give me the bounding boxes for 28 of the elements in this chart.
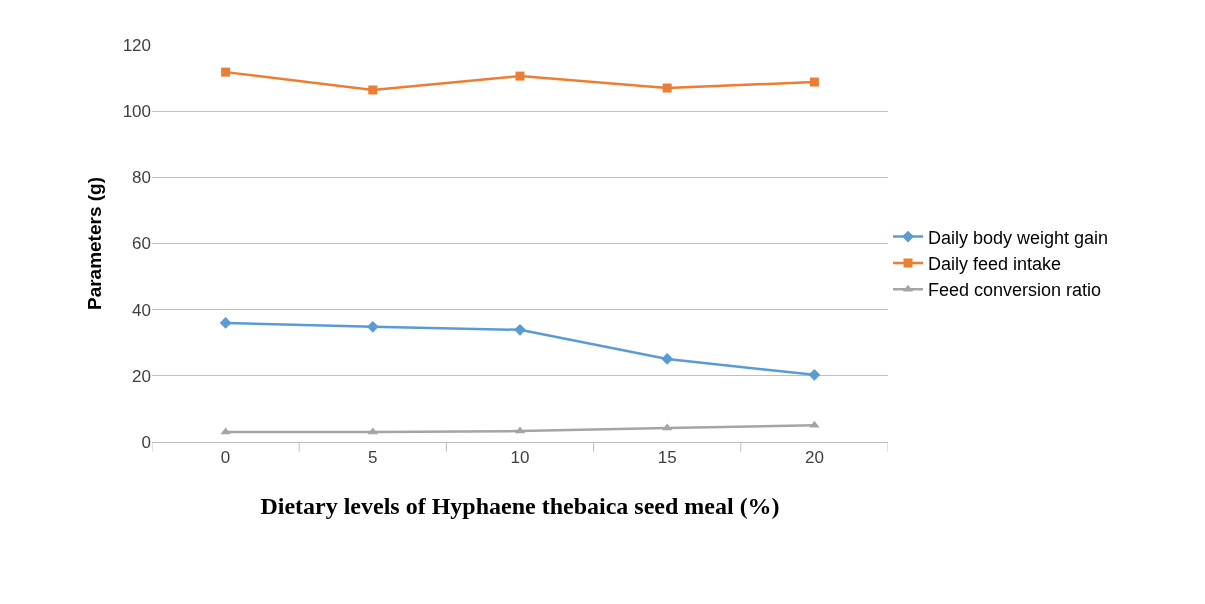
point bbox=[661, 353, 674, 365]
point bbox=[366, 321, 379, 333]
legend-label: Daily feed intake bbox=[928, 253, 1062, 274]
point bbox=[808, 368, 821, 381]
y-axis-title: Parameters (g) bbox=[84, 176, 106, 311]
x-axis-title: Dietary levels of Hyphaene thebaica seed meal (%) bbox=[260, 492, 780, 519]
point bbox=[368, 85, 378, 95]
y-tick-label: 20 bbox=[132, 366, 151, 386]
x-tick-label: 0 bbox=[220, 448, 231, 468]
point bbox=[662, 83, 672, 93]
legend-label: Feed conversion ratio bbox=[928, 280, 1102, 301]
x-tick-label: 20 bbox=[804, 448, 824, 468]
y-tick-label: 60 bbox=[132, 234, 151, 254]
x-tick-label: 15 bbox=[657, 448, 677, 468]
x-tick-label: 5 bbox=[368, 448, 378, 468]
point bbox=[219, 317, 232, 329]
point bbox=[221, 67, 231, 77]
x-tick-label: 10 bbox=[510, 448, 530, 468]
y-tick-label: 40 bbox=[132, 300, 151, 320]
point bbox=[809, 77, 819, 87]
y-tick-label: 100 bbox=[122, 102, 151, 122]
point bbox=[514, 324, 526, 336]
legend-label: Daily body weight gain bbox=[928, 227, 1109, 248]
y-tick-label: 120 bbox=[122, 35, 151, 55]
y-tick-label: 0 bbox=[141, 432, 151, 452]
point bbox=[367, 427, 378, 435]
y-tick-label: 80 bbox=[132, 168, 151, 188]
point bbox=[515, 71, 525, 81]
